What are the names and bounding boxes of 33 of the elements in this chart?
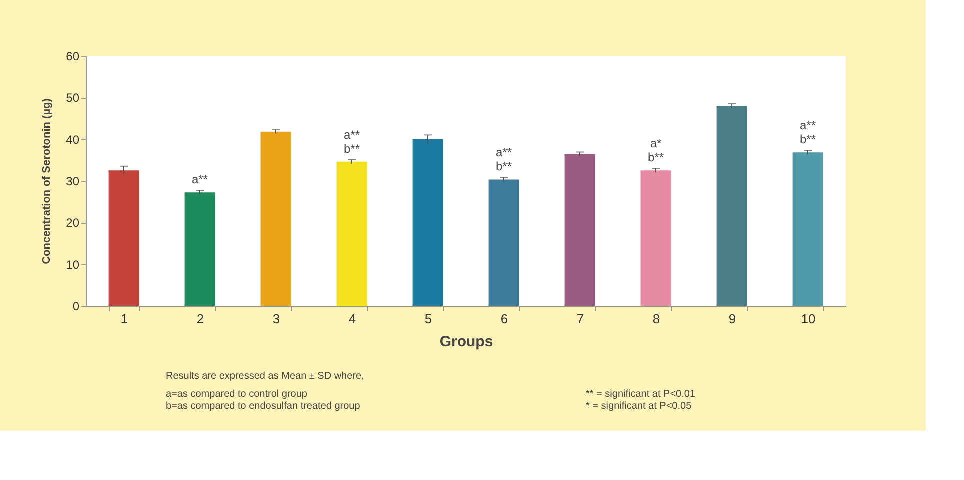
x-tick-label: 9 xyxy=(728,312,736,326)
x-tick-label: 5 xyxy=(424,312,432,326)
x-axis-title: Groups xyxy=(440,334,494,350)
annotation: b** xyxy=(648,150,664,164)
y-tick-label: 10 xyxy=(66,258,80,272)
annotation: a** xyxy=(496,146,512,160)
x-tick-label: 6 xyxy=(500,312,508,326)
y-tick-label: 20 xyxy=(66,216,80,230)
y-tick-label: 50 xyxy=(66,91,80,106)
y-tick-label: 0 xyxy=(72,300,80,314)
x-tick-label: 4 xyxy=(348,312,356,326)
y-tick-label: 60 xyxy=(66,50,80,64)
text: b=as compared to endosulfan treated group xyxy=(166,401,361,412)
y-axis-title: Concentration of Serotonin (µg) xyxy=(41,98,54,264)
annotation: a** xyxy=(344,128,360,142)
text: ** = significant at P<0.01 xyxy=(586,389,696,400)
y-tick-label: 40 xyxy=(66,132,80,147)
annotation: b** xyxy=(344,142,360,156)
x-tick-label: 1 xyxy=(120,312,128,326)
x-tick-label: 10 xyxy=(801,312,816,326)
x-tick-label: 7 xyxy=(576,312,584,326)
x-tick-label: 3 xyxy=(272,312,280,326)
x-tick-label: 8 xyxy=(652,312,660,326)
annotation: b** xyxy=(496,160,512,174)
y-tick-label: 30 xyxy=(66,174,80,188)
text: a=as compared to control group xyxy=(166,389,308,400)
annotation: a** xyxy=(192,172,208,187)
text: Results are expressed as Mean ± SD where, xyxy=(166,371,364,382)
annotation: a** xyxy=(800,118,816,133)
annotation: a* xyxy=(650,136,662,150)
annotation: b** xyxy=(800,132,816,147)
text: * = significant at P<0.05 xyxy=(586,401,692,412)
x-tick-label: 2 xyxy=(196,312,204,326)
